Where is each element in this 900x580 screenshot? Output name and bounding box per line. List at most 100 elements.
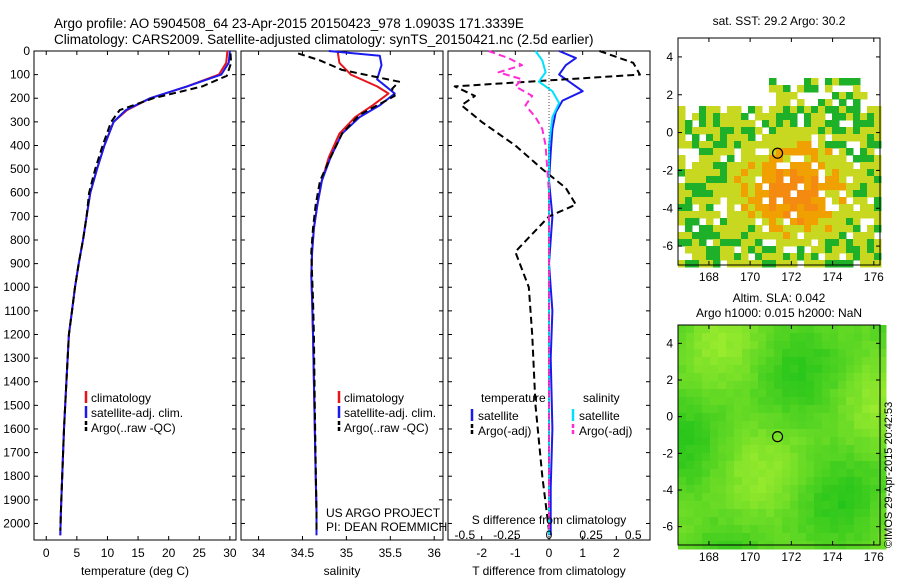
sla-cell	[734, 525, 743, 534]
sla-cell	[838, 525, 847, 534]
sla-cell	[702, 485, 711, 494]
sla-cell	[750, 461, 759, 470]
sla-cell	[798, 437, 807, 446]
sla-cell	[782, 437, 791, 446]
y-tick-label: 0	[666, 126, 673, 140]
sla-cell	[678, 501, 687, 510]
sst-cell	[804, 78, 812, 86]
sla-cell	[854, 429, 863, 438]
sla-cell	[822, 461, 831, 470]
sla-cell	[830, 333, 839, 342]
sst-cell	[713, 232, 721, 240]
sla-cell	[846, 349, 855, 358]
sla-cell	[758, 397, 767, 406]
sla-cell	[870, 397, 879, 406]
sla-cell	[742, 525, 751, 534]
sla-cell	[782, 421, 791, 430]
sst-cell	[727, 225, 735, 233]
sst-cell	[685, 239, 693, 247]
sst-cell	[825, 162, 833, 170]
plot-frame	[33, 50, 237, 541]
sla-cell	[878, 421, 887, 430]
sst-cell	[832, 106, 840, 114]
sst-cell	[734, 113, 742, 121]
sst-cell	[804, 148, 812, 156]
sla-cell	[822, 533, 831, 542]
sst-cell	[874, 218, 882, 226]
sla-cell	[846, 501, 855, 510]
sla-cell	[798, 453, 807, 462]
y-tick-label: 1200	[3, 327, 30, 341]
sst-cell	[699, 162, 707, 170]
sst-cell	[748, 246, 756, 254]
sla-cell	[806, 421, 815, 430]
y-tick-label: 2	[666, 373, 673, 387]
sla-cell	[878, 533, 887, 542]
sst-cell	[734, 232, 742, 240]
sst-cell	[853, 176, 861, 184]
sla-cell	[718, 429, 727, 438]
sst-cell	[804, 218, 812, 226]
sst-cell	[699, 204, 707, 212]
sla-cell	[766, 525, 775, 534]
sst-cell	[741, 232, 749, 240]
sla-cell	[726, 437, 735, 446]
sla-cell	[846, 453, 855, 462]
sst-cell	[846, 225, 854, 233]
sst-cell	[734, 141, 742, 149]
sla-cell	[702, 413, 711, 422]
sst-cell	[720, 190, 728, 198]
sla-cell	[734, 469, 743, 478]
sla-cell	[758, 389, 767, 398]
sla-cell	[798, 405, 807, 414]
sla-cell	[694, 485, 703, 494]
sla-cell	[678, 357, 687, 366]
sla-cell	[790, 453, 799, 462]
sst-cell	[769, 120, 777, 128]
sla-cell	[686, 349, 695, 358]
sla-cell	[766, 533, 775, 542]
sst-cell	[706, 232, 714, 240]
sla-cell	[742, 397, 751, 406]
sst-cell	[804, 232, 812, 240]
sla-cell	[862, 413, 871, 422]
sst-cell	[706, 197, 714, 205]
sst-cell	[804, 176, 812, 184]
sla-cell	[870, 421, 879, 430]
sst-cell	[692, 218, 700, 226]
sla-cell	[814, 325, 823, 334]
sla-map-title-2: Argo h1000: 0.015 h2000: NaN	[696, 306, 862, 320]
sla-cell	[718, 509, 727, 518]
sla-cell	[782, 333, 791, 342]
sst-cell	[846, 204, 854, 212]
sla-cell	[694, 325, 703, 334]
sla-cell	[718, 461, 727, 470]
sla-cell	[718, 421, 727, 430]
sla-cell	[734, 333, 743, 342]
sst-cell	[811, 204, 819, 212]
sst-cell	[874, 120, 882, 128]
sla-cell	[774, 413, 783, 422]
sla-cell	[782, 389, 791, 398]
sst-cell	[839, 232, 847, 240]
sla-cell	[742, 493, 751, 502]
sla-cell	[726, 413, 735, 422]
sla-cell	[710, 501, 719, 510]
sla-cell	[758, 421, 767, 430]
sla-cell	[686, 469, 695, 478]
sla-cell	[862, 349, 871, 358]
sla-cell	[758, 477, 767, 486]
sla-cell	[750, 349, 759, 358]
sst-cell	[818, 148, 826, 156]
x-tick-label: 174	[823, 270, 843, 284]
sla-cell	[702, 429, 711, 438]
sla-cell	[726, 533, 735, 542]
sst-cell	[839, 134, 847, 142]
sst-cell	[874, 197, 882, 205]
sla-cell	[806, 389, 815, 398]
x-tick-label: 170	[740, 550, 760, 564]
sla-cell	[814, 405, 823, 414]
sla-cell	[678, 349, 687, 358]
sla-cell	[718, 477, 727, 486]
